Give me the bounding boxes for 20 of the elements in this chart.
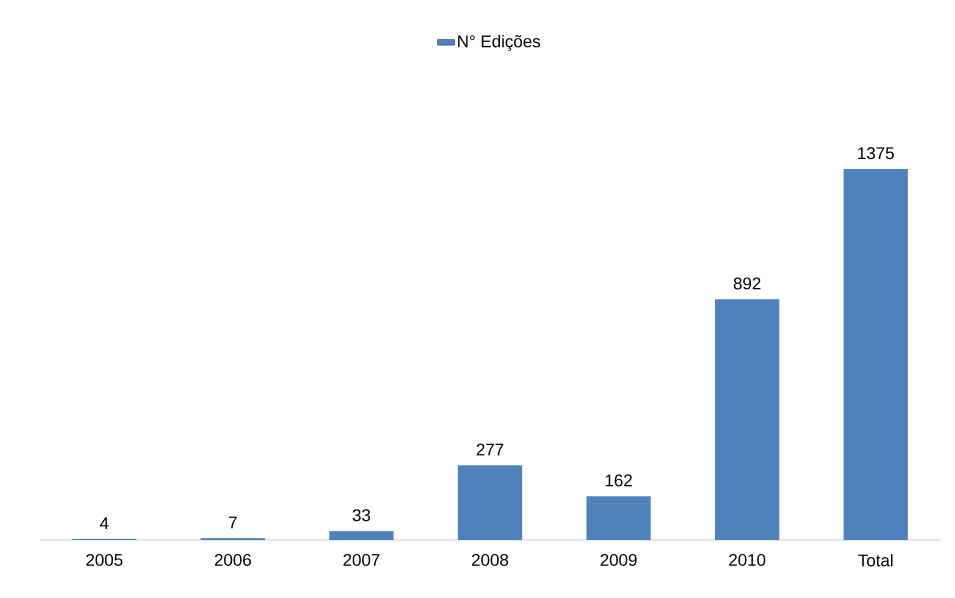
x-tick-label: 2005 [86, 554, 122, 566]
x-tick-label: 2010 [729, 554, 766, 566]
data-label: 1375 [858, 147, 894, 160]
bar [586, 496, 651, 540]
data-label: 892 [734, 277, 760, 290]
x-tick-label: 2008 [472, 554, 508, 566]
x-tick-label: 2007 [343, 554, 380, 566]
x-tick-label: 2009 [600, 554, 637, 566]
data-label: 277 [476, 444, 504, 456]
x-tick-label: 2006 [214, 554, 251, 566]
data-label: 162 [606, 474, 632, 486]
bar [329, 531, 394, 540]
bar [458, 465, 522, 540]
data-label: 33 [352, 509, 370, 522]
legend-label: N° Edições [458, 34, 540, 51]
x-tick-label: Total [858, 554, 892, 566]
data-label: 7 [229, 516, 237, 528]
bar [844, 168, 908, 540]
bar [715, 299, 780, 540]
data-label: 4 [100, 517, 109, 530]
